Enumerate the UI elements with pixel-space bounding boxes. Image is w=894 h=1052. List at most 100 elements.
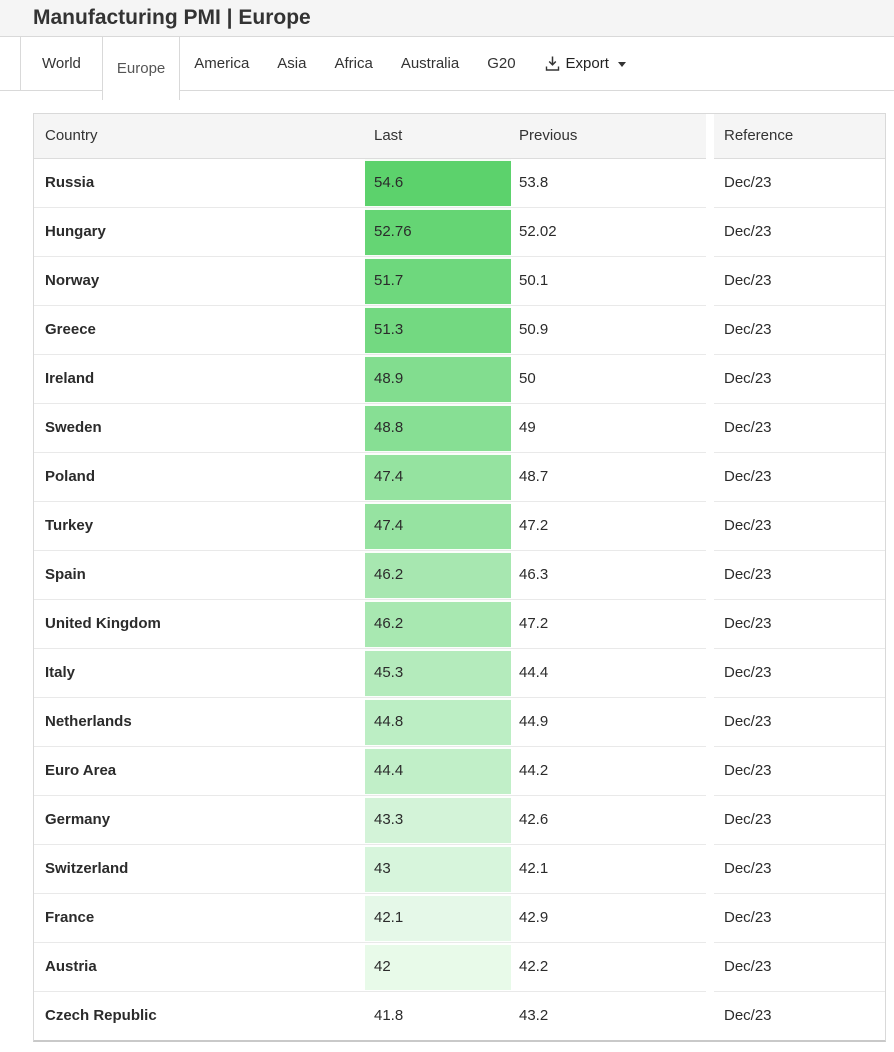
column-gap xyxy=(706,452,714,501)
country-link[interactable]: Euro Area xyxy=(45,762,117,779)
last-value-cell: 44.4 xyxy=(365,746,511,795)
table-row[interactable]: Czech Republic 41.8 43.2 Dec/23 xyxy=(34,990,885,1040)
column-gap xyxy=(706,305,714,354)
last-value-cell: 48.9 xyxy=(365,354,511,403)
country-link[interactable]: Greece xyxy=(45,321,96,338)
table-row[interactable]: Germany 43.3 42.6 Dec/23 xyxy=(34,794,885,844)
last-value-cell: 43.3 xyxy=(365,795,511,844)
tab-australia[interactable]: Australia xyxy=(400,55,460,72)
table-row[interactable]: Netherlands 44.8 44.9 Dec/23 xyxy=(34,696,885,746)
country-link[interactable]: Austria xyxy=(45,958,97,975)
last-value: 45.3 xyxy=(374,664,404,681)
tab-g20[interactable]: G20 xyxy=(487,55,516,72)
column-header-country: Country xyxy=(34,114,365,159)
country-link[interactable]: Sweden xyxy=(45,419,102,436)
country-link[interactable]: Russia xyxy=(45,174,95,191)
column-gap xyxy=(706,501,714,550)
country-link[interactable]: Ireland xyxy=(45,370,95,387)
last-value-cell: 46.2 xyxy=(365,550,511,599)
tab-europe[interactable]: Europe xyxy=(101,37,181,100)
page-header: Manufacturing PMI | Europe xyxy=(0,0,894,37)
last-value-cell: 47.4 xyxy=(365,452,511,501)
download-icon xyxy=(544,55,561,72)
table-row[interactable]: Switzerland 43 42.1 Dec/23 xyxy=(34,843,885,893)
reference-value: Dec/23 xyxy=(714,990,885,1040)
column-gap xyxy=(706,256,714,305)
column-gap xyxy=(706,697,714,746)
tab-world[interactable]: World xyxy=(20,37,102,90)
tab-africa[interactable]: Africa xyxy=(334,55,373,72)
table-row[interactable]: Hungary 52.76 52.02 Dec/23 xyxy=(34,206,885,256)
last-value-cell: 51.3 xyxy=(365,305,511,354)
country-link[interactable]: Turkey xyxy=(45,517,94,534)
reference-value: Dec/23 xyxy=(714,304,885,354)
country-link[interactable]: France xyxy=(45,909,95,926)
last-value: 43 xyxy=(374,860,391,877)
last-value: 44.8 xyxy=(374,713,404,730)
country-link[interactable]: Switzerland xyxy=(45,860,129,877)
country-link[interactable]: Spain xyxy=(45,566,86,583)
last-value: 44.4 xyxy=(374,762,404,779)
last-value: 54.6 xyxy=(374,174,404,191)
table-row[interactable]: Euro Area 44.4 44.2 Dec/23 xyxy=(34,745,885,795)
last-value-cell: 41.8 xyxy=(365,992,511,1040)
table-row[interactable]: Turkey 47.4 47.2 Dec/23 xyxy=(34,500,885,550)
last-value-cell: 48.8 xyxy=(365,403,511,452)
last-value: 46.2 xyxy=(374,615,404,632)
reference-value: Dec/23 xyxy=(714,843,885,893)
reference-value: Dec/23 xyxy=(714,647,885,697)
last-value: 42 xyxy=(374,958,391,975)
column-gap xyxy=(706,746,714,795)
previous-value: 52.02 xyxy=(511,206,706,256)
previous-value: 47.2 xyxy=(511,500,706,550)
table-row[interactable]: Italy 45.3 44.4 Dec/23 xyxy=(34,647,885,697)
reference-value: Dec/23 xyxy=(714,549,885,599)
last-value: 51.7 xyxy=(374,272,404,289)
export-label: Export xyxy=(565,55,609,72)
export-button[interactable]: Export xyxy=(544,37,626,90)
country-link[interactable]: Czech Republic xyxy=(45,1007,157,1024)
last-value: 47.4 xyxy=(374,468,404,485)
region-tabs: World Europe America Asia Africa Australia G20 xyxy=(20,37,530,100)
last-value-cell: 44.8 xyxy=(365,697,511,746)
reference-value: Dec/23 xyxy=(714,745,885,795)
country-link[interactable]: United Kingdom xyxy=(45,615,161,632)
table-row[interactable]: Austria 42 42.2 Dec/23 xyxy=(34,941,885,991)
country-link[interactable]: Hungary xyxy=(45,223,106,240)
table-row[interactable]: Greece 51.3 50.9 Dec/23 xyxy=(34,304,885,354)
table-row[interactable]: Sweden 48.8 49 Dec/23 xyxy=(34,402,885,452)
country-link[interactable]: Netherlands xyxy=(45,713,132,730)
table-row[interactable]: Spain 46.2 46.3 Dec/23 xyxy=(34,549,885,599)
last-value: 51.3 xyxy=(374,321,404,338)
previous-value: 42.1 xyxy=(511,843,706,893)
last-value-cell: 45.3 xyxy=(365,648,511,697)
reference-value: Dec/23 xyxy=(714,255,885,305)
column-header-previous: Previous xyxy=(511,114,706,159)
column-gap xyxy=(706,550,714,599)
previous-value: 42.2 xyxy=(511,941,706,991)
region-tabbar: World Europe America Asia Africa Australia G20… xyxy=(0,37,894,100)
previous-value: 48.7 xyxy=(511,451,706,501)
last-value-cell: 42.1 xyxy=(365,893,511,942)
page-title: Manufacturing PMI | Europe xyxy=(33,6,311,29)
column-gap xyxy=(706,114,714,158)
tab-asia[interactable]: Asia xyxy=(277,55,307,72)
last-value: 42.1 xyxy=(374,909,404,926)
previous-value: 42.9 xyxy=(511,892,706,942)
column-gap xyxy=(706,599,714,648)
country-link[interactable]: Poland xyxy=(45,468,96,485)
last-value-cell: 43 xyxy=(365,844,511,893)
column-gap xyxy=(706,207,714,256)
table-row[interactable]: United Kingdom 46.2 47.2 Dec/23 xyxy=(34,598,885,648)
tab-america[interactable]: America xyxy=(194,55,250,72)
table-row[interactable]: Poland 47.4 48.7 Dec/23 xyxy=(34,451,885,501)
country-link[interactable]: Germany xyxy=(45,811,111,828)
table-row[interactable]: France 42.1 42.9 Dec/23 xyxy=(34,892,885,942)
column-gap xyxy=(706,844,714,893)
table-row[interactable]: Norway 51.7 50.1 Dec/23 xyxy=(34,255,885,305)
country-link[interactable]: Norway xyxy=(45,272,100,289)
country-link[interactable]: Italy xyxy=(45,664,76,681)
reference-value: Dec/23 xyxy=(714,206,885,256)
table-row[interactable]: Ireland 48.9 50 Dec/23 xyxy=(34,353,885,403)
table-row[interactable]: Russia 54.6 53.8 Dec/23 xyxy=(34,158,885,207)
